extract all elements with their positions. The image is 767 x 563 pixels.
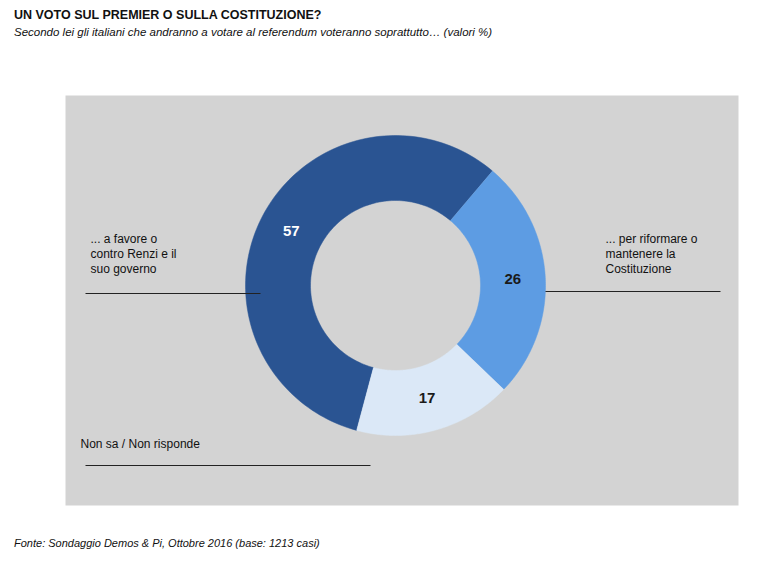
- svg-text:57: 57: [283, 222, 300, 239]
- svg-text:Non sa / Non risponde: Non sa / Non risponde: [81, 437, 201, 451]
- html-text:UN VOTO SUL PREMIER O SULLA CO: UN VOTO SUL PREMIER O SULLA COSTITUZIONE…: [14, 8, 322, 22]
- html-text:Fonte: Sondaggio Demos & Pi, O: Fonte: Sondaggio Demos & Pi, Ottobre 201…: [14, 537, 320, 549]
- svg-text:... a favore ocontro Renzi e i: ... a favore ocontro Renzi e ilsuo gover…: [91, 232, 177, 276]
- svg-text:... per riformare omantenere l: ... per riformare omantenere laCostituzi…: [606, 232, 698, 276]
- html-text:Secondo lei gli italiani che a: Secondo lei gli italiani che andranno a …: [14, 26, 493, 38]
- svg-text:17: 17: [419, 389, 436, 406]
- svg-text:26: 26: [504, 270, 521, 287]
